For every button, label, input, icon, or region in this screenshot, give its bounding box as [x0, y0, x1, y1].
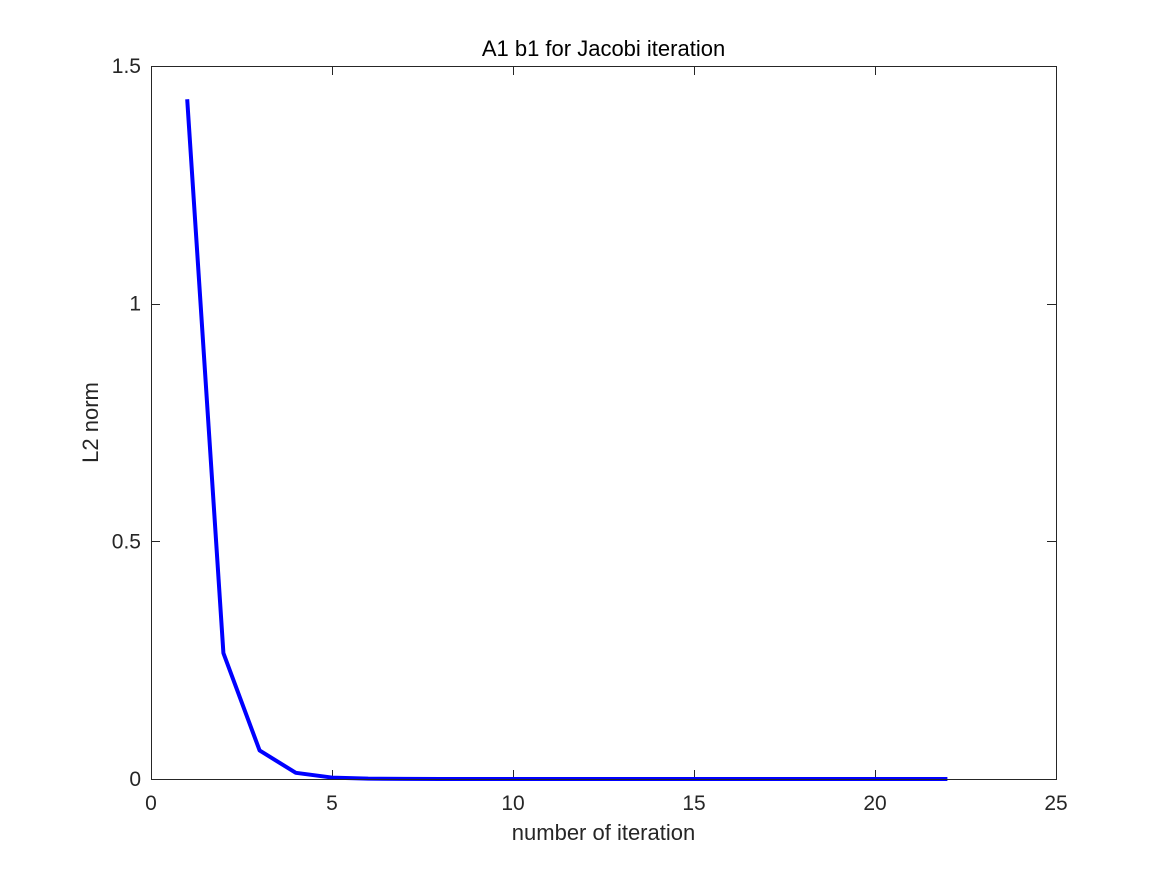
x-tick-label: 15 — [682, 792, 705, 815]
x-tick-label: 20 — [863, 792, 886, 815]
series-line — [185, 99, 948, 781]
y-tick-label: 0.5 — [112, 530, 141, 553]
chart-title: A1 b1 for Jacobi iteration — [482, 36, 725, 61]
x-axis-title: number of iteration — [512, 820, 695, 845]
y-axis-title: L2 norm — [78, 382, 103, 463]
x-tick-label: 10 — [501, 792, 524, 815]
x-tick-label: 25 — [1044, 792, 1067, 815]
y-tick-label: 1.5 — [112, 55, 141, 78]
series-layer — [185, 99, 948, 781]
x-tick-label: 5 — [326, 792, 338, 815]
plot-area-box — [151, 66, 1057, 780]
ticks-layer: 0 5 10 15 20 25 0 0.5 1 1.5 — [112, 55, 1068, 815]
x-tick-label: 0 — [145, 792, 157, 815]
y-tick-label: 0 — [129, 768, 141, 791]
y-tick-label: 1 — [129, 293, 141, 316]
